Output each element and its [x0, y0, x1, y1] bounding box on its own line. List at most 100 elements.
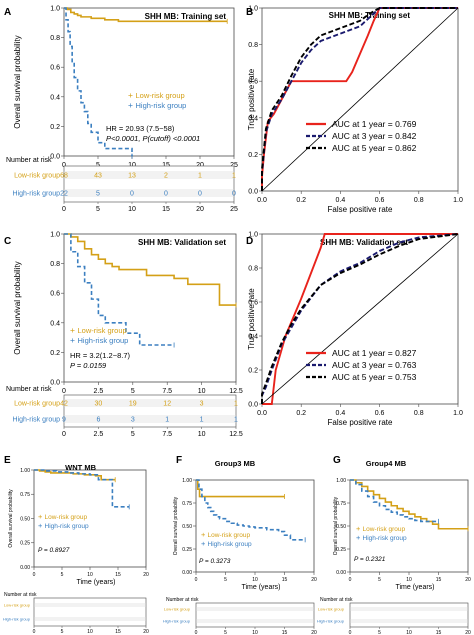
panel-d: D SHH MB: Validation set 0.0 0.2 0.4 0.6 0.8 1.…: [246, 231, 463, 427]
reference-diagonal-line: [261, 7, 459, 192]
x-tick-label: 0: [195, 577, 198, 583]
x-tick-label: 20: [465, 577, 471, 583]
legend-item: High-risk group: [363, 535, 407, 542]
legend-marker: +: [128, 100, 133, 110]
y-tick-label: 1.0: [50, 231, 60, 238]
risk-x-tick-label: 7.5: [162, 431, 172, 438]
series-line-1: [350, 479, 468, 530]
y-axis-label: Overall survival probability: [333, 496, 339, 555]
y-tick-label: 0.8: [50, 261, 60, 268]
y-tick-label: 1.00: [182, 478, 192, 484]
series-line-1: [64, 233, 236, 306]
x-tick-label: 25: [230, 162, 238, 169]
risk-count: 3: [131, 417, 135, 424]
legend-item: Low-risk group: [136, 91, 185, 100]
x-tick-label: 5: [61, 572, 64, 578]
risk-row-label: Low-risk group: [4, 603, 31, 608]
risk-x-tick-label: 0: [195, 630, 198, 635]
risk-table-title: Number at risk: [6, 386, 52, 393]
risk-x-tick-label: 5: [96, 206, 100, 213]
y-tick-label: 0.0: [248, 401, 258, 408]
legend-item: AUC at 1 year = 0.827: [332, 348, 417, 358]
chart-title: Group4 MB: [366, 459, 407, 468]
risk-x-tick-label: 15: [115, 629, 121, 635]
risk-table-band: [34, 617, 146, 621]
x-axis-label: Time (years): [241, 584, 280, 591]
x-tick-label: 2.5: [94, 388, 104, 395]
risk-count: 0: [130, 191, 134, 198]
x-axis-label: Time (years): [76, 579, 115, 586]
y-tick-label: 0.6: [248, 299, 258, 306]
risk-table-title: Number at risk: [320, 597, 353, 603]
y-axis-label: Overall survival probability: [8, 489, 14, 548]
y-axis-label: Overall survival probability: [13, 261, 22, 354]
stat-annotation: P<0.0001, P(cutoff) <0.0001: [106, 134, 200, 143]
x-tick-label: 10: [128, 162, 136, 169]
legend-marker: +: [201, 530, 206, 539]
x-tick-label: 20: [196, 162, 204, 169]
x-tick-label: 7.5: [162, 388, 172, 395]
y-tick-label: 0.50: [336, 524, 346, 530]
y-tick-label: 1.00: [20, 468, 30, 474]
x-tick-label: 0.0: [257, 197, 267, 204]
risk-count: 6: [96, 417, 100, 424]
x-tick-label: 0.6: [375, 410, 385, 417]
risk-x-tick-label: 5: [61, 629, 64, 635]
series-line-3: [261, 233, 459, 404]
x-tick-label: 0.4: [336, 410, 346, 417]
y-tick-label: 0.4: [248, 115, 258, 122]
risk-count: 30: [95, 401, 103, 408]
reference-diagonal-line: [261, 233, 459, 405]
y-tick-label: 0.2: [50, 124, 60, 131]
stat-annotation: HR = 20.93 (7.5−58): [106, 124, 175, 133]
panel-letter: D: [246, 236, 253, 247]
series-line-2: [64, 233, 175, 346]
risk-count: 1: [234, 417, 238, 424]
x-tick-label: 5: [224, 577, 227, 583]
risk-count: 1: [165, 417, 169, 424]
panel-letter: F: [176, 455, 182, 466]
series-line-2: [196, 479, 306, 541]
risk-table-band: [350, 607, 468, 611]
y-tick-label: 0.2: [248, 367, 258, 374]
panel-e: E WNT MB 0 5 10 15 20 0.00 0.25 0.50 0.75 1.00 Time …: [3, 455, 149, 635]
risk-x-tick-label: 15: [436, 630, 442, 635]
legend-item: Low-risk group: [208, 532, 251, 539]
risk-row-label: Low-risk group: [318, 607, 345, 612]
y-tick-label: 0.0: [50, 379, 60, 386]
x-tick-label: 0: [62, 162, 66, 169]
y-axis-label: Overall survival probability: [13, 35, 22, 128]
panel-letter: A: [4, 7, 11, 18]
plot-frame: [63, 233, 237, 383]
stat-annotation: HR = 3.2(1.2−8.7): [70, 351, 131, 360]
x-tick-label: 10: [198, 388, 206, 395]
y-tick-label: 0.2: [50, 350, 60, 357]
chart-title: SHH MB: Training set: [329, 11, 411, 20]
x-tick-label: 10: [87, 572, 93, 578]
risk-x-tick-label: 10: [252, 630, 258, 635]
risk-x-tick-label: 0: [33, 629, 36, 635]
risk-x-tick-label: 15: [162, 206, 170, 213]
legend-item: High-risk group: [136, 101, 187, 110]
risk-table-frame: [195, 602, 315, 628]
risk-count: 13: [128, 173, 136, 180]
y-tick-label: 1.0: [50, 5, 60, 12]
risk-row-label: High-risk group: [13, 191, 61, 198]
x-tick-label: 15: [436, 577, 442, 583]
risk-x-tick-label: 12.5: [229, 431, 243, 438]
x-tick-label: 0.6: [375, 197, 385, 204]
stat-annotation: P = 0.3273: [199, 558, 231, 565]
risk-x-tick-label: 0: [62, 431, 66, 438]
risk-row-label: High-risk group: [13, 417, 61, 424]
x-tick-label: 0.8: [414, 410, 424, 417]
legend-marker: +: [38, 521, 43, 530]
series-line-1: [196, 479, 285, 498]
risk-x-tick-label: 2.5: [94, 431, 104, 438]
risk-x-tick-label: 10: [128, 206, 136, 213]
risk-table-band: [64, 415, 236, 423]
legend-item: AUC at 1 year = 0.769: [332, 119, 417, 129]
stat-annotation: P = 0.8927: [38, 547, 70, 554]
risk-count: 19: [129, 401, 137, 408]
risk-x-tick-label: 10: [198, 431, 206, 438]
